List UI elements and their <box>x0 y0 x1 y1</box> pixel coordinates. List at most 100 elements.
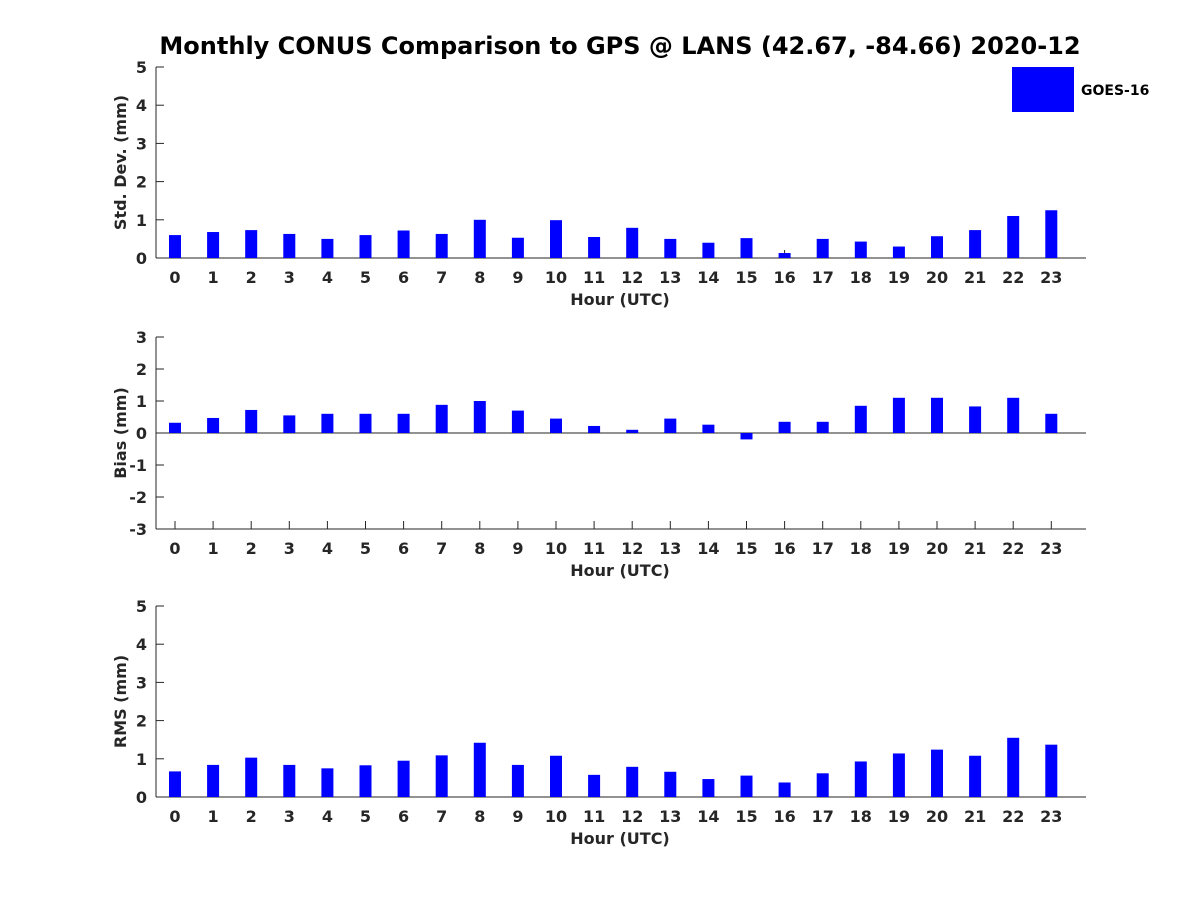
rms-x-tick-label: 14 <box>697 807 719 826</box>
bias-x-tick-label: 8 <box>474 539 485 558</box>
stddev-bar <box>664 238 677 258</box>
bias-bar <box>664 418 677 433</box>
stddev-bar <box>778 253 791 258</box>
bias-bar <box>473 401 486 433</box>
stddev-x-tick-label: 9 <box>512 268 523 287</box>
bias-y-tick-label: 3 <box>136 328 147 347</box>
stddev-x-tick-label: 21 <box>964 268 986 287</box>
stddev-bar <box>321 238 334 258</box>
stddev-bar <box>207 232 220 258</box>
stddev-bar <box>626 227 639 258</box>
stddev-x-tick-label: 1 <box>208 268 219 287</box>
rms-bar <box>359 765 372 797</box>
rms-bar <box>778 782 791 797</box>
stddev-bar <box>550 220 562 258</box>
bias-x-tick-label: 5 <box>360 539 371 558</box>
rms-x-tick-label: 5 <box>360 807 371 826</box>
bias-x-tick-label: 12 <box>621 539 643 558</box>
bias-x-tick-label: 16 <box>773 539 795 558</box>
bias-x-tick-label: 4 <box>322 539 333 558</box>
rms-x-tick-label: 20 <box>926 807 948 826</box>
stddev-x-tick-label: 10 <box>545 268 567 287</box>
stddev-y-axis-label: Std. Dev. (mm) <box>111 95 130 230</box>
bias-x-tick-label: 22 <box>1002 539 1024 558</box>
bias-x-axis-label: Hour (UTC) <box>570 561 670 580</box>
bias-bar <box>740 433 753 440</box>
rms-x-tick-label: 2 <box>246 807 257 826</box>
legend: GOES-16 <box>1012 67 1149 112</box>
rms-y-tick-label: 5 <box>136 597 147 616</box>
stddev-x-tick-label: 14 <box>697 268 719 287</box>
bias-bar <box>1045 413 1058 433</box>
rms-y-tick-label: 2 <box>136 712 147 731</box>
rms-x-tick-label: 17 <box>812 807 834 826</box>
bias-bar <box>702 424 715 433</box>
stddev-bar <box>588 236 601 258</box>
bias-x-tick-label: 17 <box>812 539 834 558</box>
stddev-y-tick-label: 1 <box>136 211 147 230</box>
rms-x-tick-label: 1 <box>208 807 219 826</box>
bias-x-tick-label: 19 <box>888 539 910 558</box>
stddev-x-tick-label: 13 <box>659 268 681 287</box>
stddev-y-tick-label: 4 <box>136 96 147 115</box>
stddev-x-tick-label: 5 <box>360 268 371 287</box>
stddev-bar <box>1045 210 1058 258</box>
rms-bar <box>473 742 486 797</box>
bias-x-tick-label: 14 <box>697 539 719 558</box>
stddev-bar <box>359 235 372 258</box>
stddev-x-tick-label: 8 <box>474 268 485 287</box>
stddev-bar <box>473 219 486 258</box>
stddev-bar <box>740 238 753 258</box>
rms-y-tick-label: 1 <box>136 750 147 769</box>
bias-bar <box>931 397 943 433</box>
stddev-x-tick-label: 0 <box>169 268 180 287</box>
bias-x-tick-label: 15 <box>735 539 757 558</box>
stddev-bar <box>854 241 867 258</box>
bias-y-tick-label: 2 <box>136 360 147 379</box>
rms-x-tick-label: 23 <box>1040 807 1062 826</box>
rms-x-tick-label: 10 <box>545 807 567 826</box>
stddev-bar <box>435 233 448 258</box>
stddev-bar <box>931 236 943 258</box>
bias-bar <box>1007 397 1020 433</box>
chart-title: Monthly CONUS Comparison to GPS @ LANS (… <box>159 32 1080 60</box>
stddev-bar <box>969 230 982 258</box>
rms-x-tick-label: 8 <box>474 807 485 826</box>
stddev-x-tick-label: 23 <box>1040 268 1062 287</box>
stddev-x-tick-label: 16 <box>773 268 795 287</box>
bias-x-tick-label: 7 <box>436 539 447 558</box>
stddev-x-tick-label: 7 <box>436 268 447 287</box>
stddev-x-axis-label: Hour (UTC) <box>570 290 670 309</box>
rms-y-tick-label: 0 <box>136 788 147 807</box>
stddev-bar <box>245 230 258 258</box>
rms-x-tick-label: 19 <box>888 807 910 826</box>
stddev-x-tick-label: 11 <box>583 268 605 287</box>
bias-bar <box>511 410 524 433</box>
rms-bar <box>169 771 181 797</box>
rms-bar <box>397 760 410 797</box>
stddev-bar <box>816 238 829 258</box>
rms-y-tick-label: 4 <box>136 635 147 654</box>
bias-x-tick-label: 18 <box>850 539 872 558</box>
rms-x-tick-label: 7 <box>436 807 447 826</box>
rms-x-tick-label: 13 <box>659 807 681 826</box>
rms-bar <box>245 757 258 797</box>
stddev-x-tick-label: 3 <box>284 268 295 287</box>
rms-bar <box>207 764 220 797</box>
rms-bar <box>588 774 601 797</box>
rms-bar <box>283 764 296 797</box>
stddev-bar <box>511 237 524 258</box>
bias-x-tick-label: 20 <box>926 539 948 558</box>
bias-bar <box>969 406 982 433</box>
rms-bar <box>664 771 677 797</box>
rms-x-axis-label: Hour (UTC) <box>570 829 670 848</box>
bias-bar <box>321 413 334 433</box>
bias-bar <box>550 418 562 433</box>
rms-bar <box>511 764 524 797</box>
stddev-bar <box>702 242 715 258</box>
rms-x-tick-label: 15 <box>735 807 757 826</box>
bias-x-tick-label: 13 <box>659 539 681 558</box>
stddev-x-tick-label: 19 <box>888 268 910 287</box>
